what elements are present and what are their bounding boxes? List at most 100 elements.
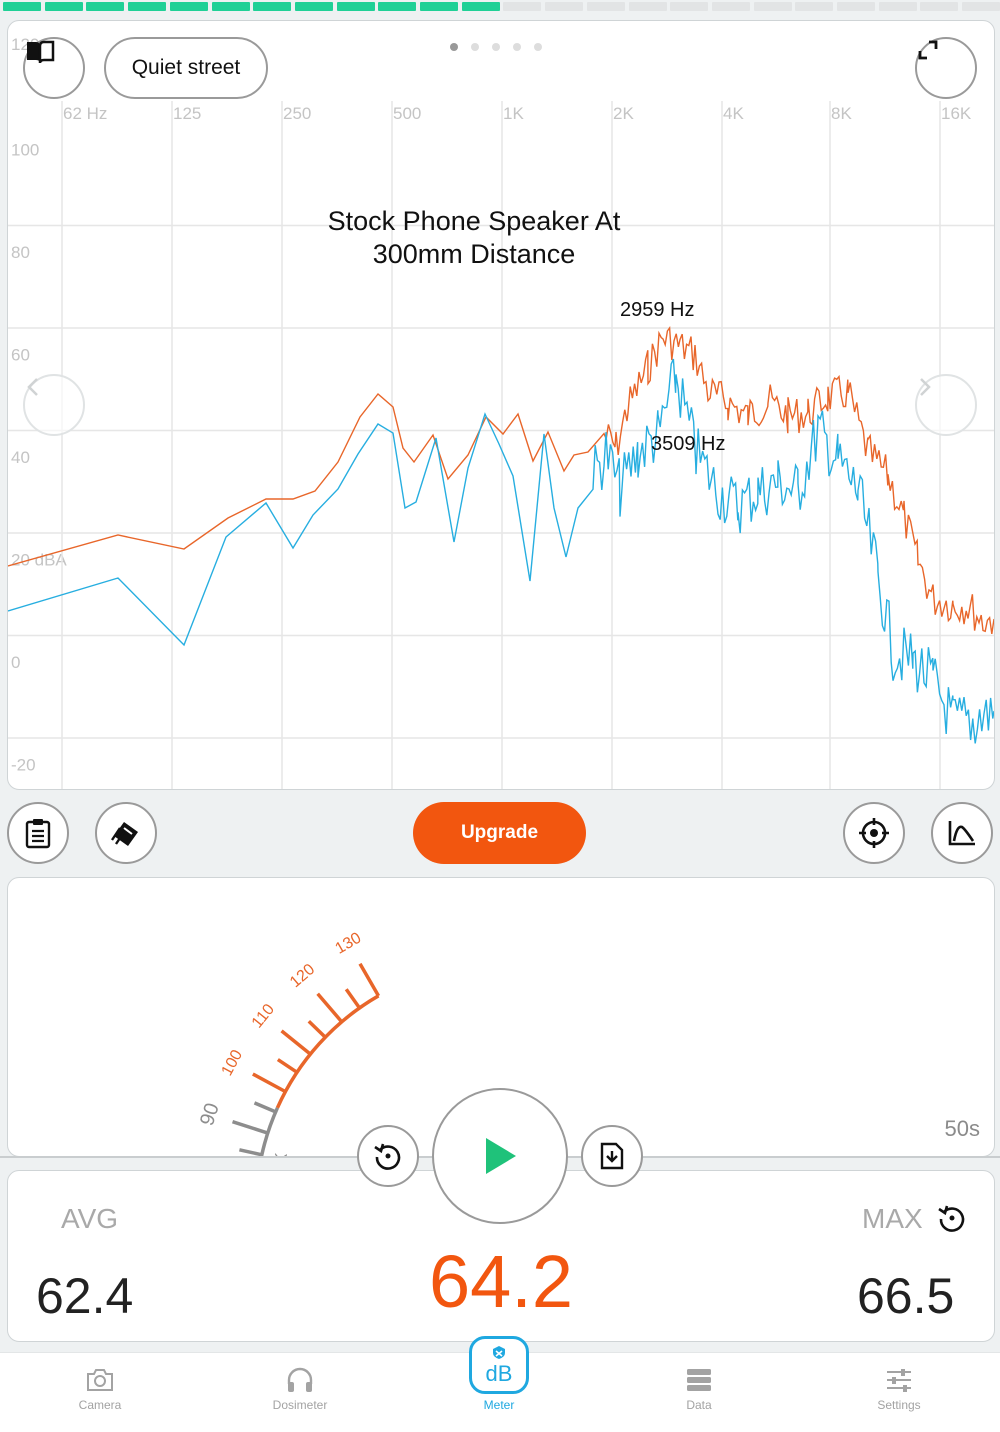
- data-icon: [687, 1369, 711, 1391]
- level-tick-label: 80: [11, 243, 30, 262]
- frequency-tick-label: 125: [173, 104, 201, 123]
- progress-segment: [795, 2, 834, 11]
- gauge-tick: [280, 1029, 312, 1056]
- annotation-title-line2: 300mm Distance: [373, 239, 576, 269]
- previous-page-button[interactable]: [23, 374, 85, 436]
- gauge-tick: [231, 1120, 269, 1135]
- gauge-tick: [239, 1148, 263, 1156]
- page-dot[interactable]: [450, 43, 458, 51]
- tab-camera[interactable]: Camera: [40, 1353, 160, 1432]
- avg-label: AVG: [61, 1203, 119, 1234]
- progress-segment: [628, 2, 667, 11]
- progress-segment: [545, 2, 584, 11]
- chevron-right-icon: [920, 378, 931, 396]
- page-dot[interactable]: [492, 43, 500, 51]
- notes-button[interactable]: [7, 802, 69, 864]
- book-button[interactable]: [23, 37, 85, 99]
- progress-segment: [711, 2, 750, 11]
- elapsed-timer: 50s: [944, 1116, 980, 1141]
- progress-segment: [461, 2, 500, 11]
- level-tick-label: 40: [11, 448, 30, 467]
- book-icon: [27, 40, 55, 64]
- gauge-tick: [344, 988, 361, 1009]
- gauge-tick: [316, 992, 344, 1023]
- blue-peak-label: 3509 Hz: [651, 433, 726, 455]
- upgrade-label: Upgrade: [460, 822, 539, 843]
- progress-segment: [294, 2, 333, 11]
- save-icon: [600, 1142, 624, 1170]
- camera-icon: [87, 1369, 113, 1391]
- progress-segment: [878, 2, 917, 11]
- preset-button[interactable]: Quiet street: [104, 37, 268, 99]
- next-page-button[interactable]: [915, 374, 977, 436]
- curve-icon: [948, 821, 975, 846]
- page-indicator[interactable]: [450, 43, 542, 51]
- orange-peak-label: 2959 Hz: [620, 299, 695, 321]
- gauge-danger-arc: [275, 994, 380, 1109]
- progress-segment: [378, 2, 417, 11]
- page-dot[interactable]: [513, 43, 521, 51]
- graph-mode-button[interactable]: [931, 802, 993, 864]
- headphones-icon: [287, 1367, 313, 1392]
- play-icon: [486, 1138, 516, 1174]
- cards-icon: [111, 822, 138, 846]
- tab-label: Settings: [877, 1398, 921, 1412]
- peak-label: PEAK: [266, 1151, 291, 1156]
- blue-spectrum-series: [8, 358, 994, 744]
- reset-icon: [938, 1205, 965, 1232]
- upgrade-button[interactable]: Upgrade: [413, 802, 586, 864]
- gauge-scale-label: 110: [249, 1001, 278, 1032]
- page-dot[interactable]: [534, 43, 542, 51]
- crosshair-icon: [859, 818, 889, 848]
- play-button[interactable]: [432, 1088, 568, 1224]
- reset-icon: [374, 1143, 401, 1170]
- gauge-dial: 2030405060708090100110120130MIN35.8PEAK7…: [196, 930, 381, 1156]
- progress-segment: [86, 2, 125, 11]
- reset-max-button[interactable]: [935, 1201, 969, 1235]
- frequency-tick-label: 4K: [723, 104, 744, 123]
- tab-data[interactable]: Data: [639, 1353, 759, 1432]
- progress-segment: [169, 2, 208, 11]
- level-tick-label: 60: [11, 346, 30, 365]
- progress-segment: [962, 2, 1000, 11]
- reset-button[interactable]: [357, 1125, 419, 1187]
- progress-segment: [128, 2, 167, 11]
- progress-segment: [211, 2, 250, 11]
- tab-dosimeter[interactable]: Dosimeter: [240, 1353, 360, 1432]
- target-button[interactable]: [843, 802, 905, 864]
- level-tick-label: 0: [11, 653, 20, 672]
- frequency-tick-label: 1K: [503, 104, 524, 123]
- gauge-tick: [276, 1058, 298, 1074]
- db-icon: dB: [486, 1346, 512, 1386]
- progress-segment: [336, 2, 375, 11]
- tab-label: Meter: [483, 1398, 515, 1412]
- save-button[interactable]: [581, 1125, 643, 1187]
- max-label: MAX: [862, 1203, 923, 1234]
- fullscreen-button[interactable]: [915, 37, 977, 99]
- progress-segment: [3, 2, 41, 11]
- weighting-button[interactable]: [95, 802, 157, 864]
- gauge-tick: [253, 1101, 277, 1114]
- gauge-tick: [307, 1019, 327, 1039]
- gauge-scale-label: 100: [219, 1047, 247, 1079]
- tab-label: Data: [686, 1398, 712, 1412]
- gauge-tick: [252, 1072, 287, 1094]
- progress-segment: [920, 2, 959, 11]
- progress-segment: [44, 2, 83, 11]
- progress-segment: [837, 2, 875, 11]
- session-progress-bar: [0, 0, 1000, 12]
- sliders-icon: [887, 1369, 911, 1392]
- page-dot[interactable]: [471, 43, 479, 51]
- tab-settings[interactable]: Settings: [839, 1353, 959, 1432]
- preset-label: Quiet street: [131, 56, 241, 79]
- level-tick-label: 100: [11, 141, 39, 160]
- progress-segment: [753, 2, 792, 11]
- tab-meter[interactable]: Meter: [439, 1353, 559, 1432]
- tab-label: Camera: [78, 1398, 122, 1412]
- meter-active-badge[interactable]: dB: [469, 1336, 529, 1394]
- gauge-scale-label: 120: [287, 961, 318, 991]
- clipboard-icon: [25, 819, 51, 849]
- frequency-tick-label: 16K: [941, 104, 972, 123]
- current-level-value: 64.2: [428, 1240, 574, 1323]
